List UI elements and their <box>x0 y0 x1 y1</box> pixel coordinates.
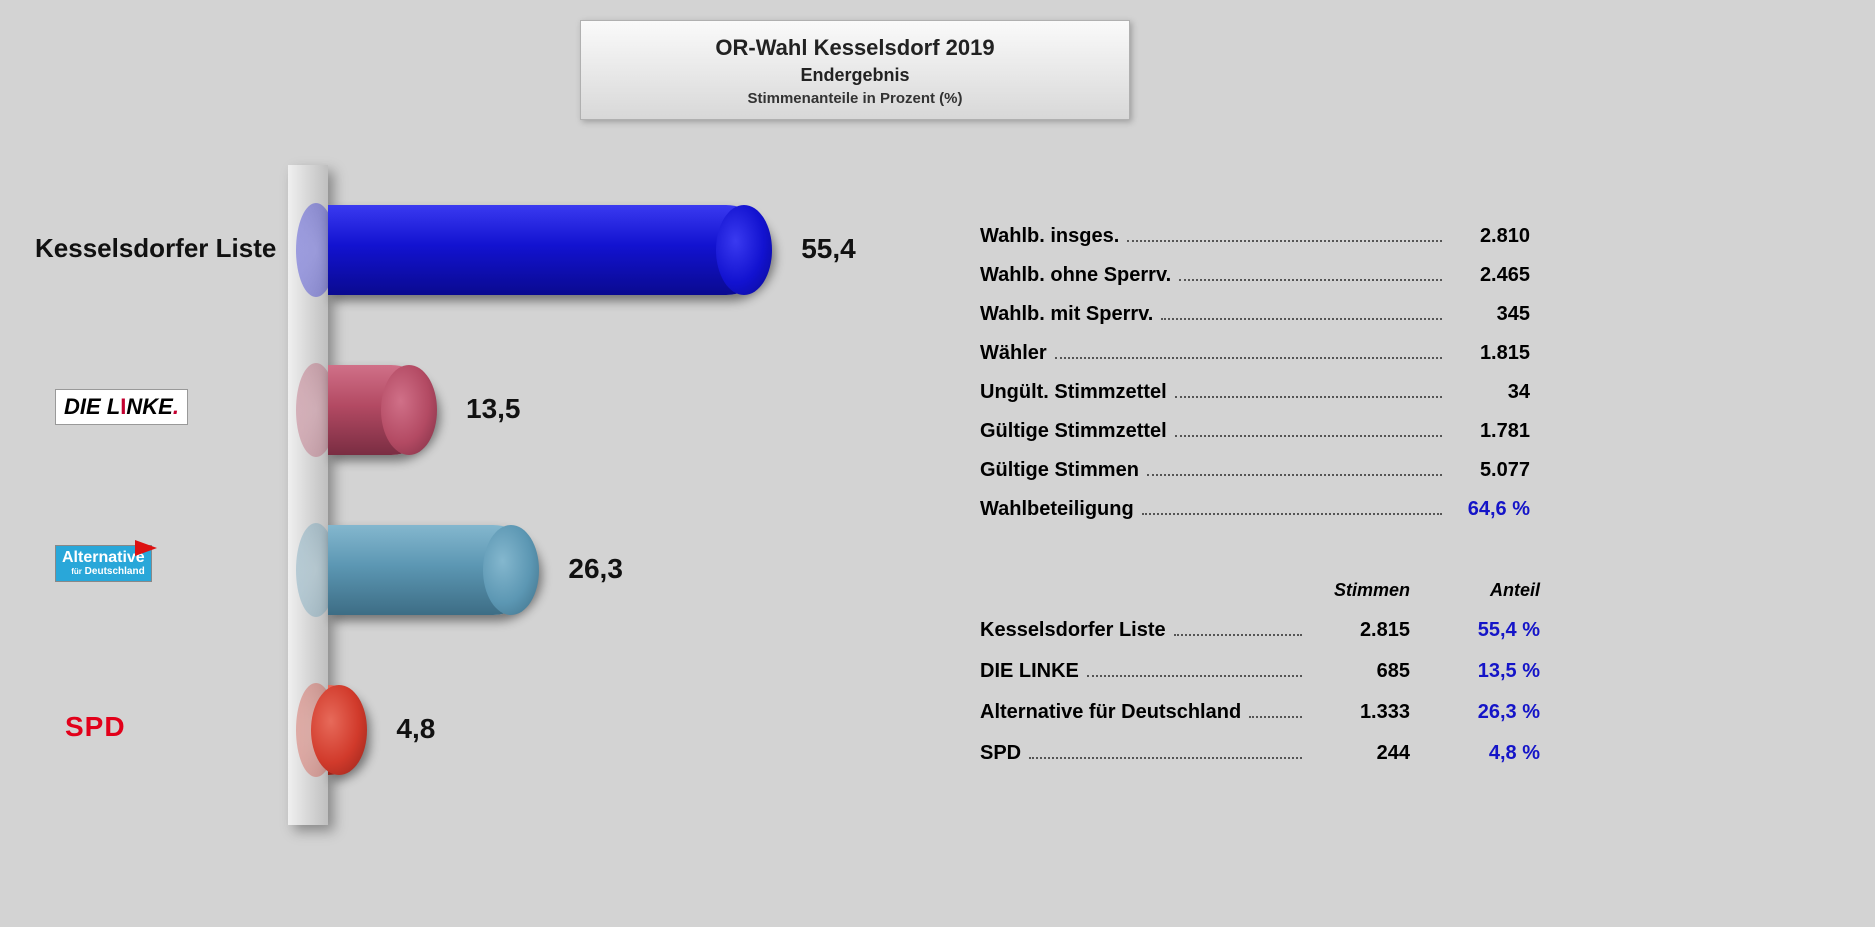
bar-body <box>328 685 366 775</box>
header-votes: Stimmen <box>1280 580 1410 601</box>
dotted-leader <box>1249 716 1302 718</box>
dotted-leader <box>1175 396 1442 398</box>
results-row: SPD 2444,8 % <box>980 742 1540 765</box>
stats-label: Wahlb. mit Sperrv. <box>980 303 1153 326</box>
result-share: 13,5 % <box>1410 660 1540 683</box>
stats-value: 2.465 <box>1450 264 1530 287</box>
dotted-leader <box>1179 279 1442 281</box>
stats-row: Wahlbeteiligung 64,6 % <box>980 498 1530 521</box>
stats-row: Wahlb. insges. 2.810 <box>980 225 1530 248</box>
result-votes: 1.333 <box>1310 701 1410 724</box>
stats-label: Wahlb. insges. <box>980 225 1119 248</box>
dotted-leader <box>1055 357 1442 359</box>
dotted-leader <box>1175 435 1442 437</box>
stats-label: Wähler <box>980 342 1047 365</box>
stats-label: Gültige Stimmzettel <box>980 420 1167 443</box>
stats-row: Ungült. Stimmzettel 34 <box>980 381 1530 404</box>
bar-end-cap <box>381 365 437 455</box>
bar-body <box>328 365 436 455</box>
bar-end-cap <box>716 205 772 295</box>
result-votes: 244 <box>1310 742 1410 765</box>
result-party: Kesselsdorfer Liste <box>980 619 1166 642</box>
bar-body <box>328 525 538 615</box>
bar-party-label: SPD <box>65 711 126 743</box>
results-row: DIE LINKE 68513,5 % <box>980 660 1540 683</box>
result-share: 4,8 % <box>1410 742 1540 765</box>
stats-value: 64,6 % <box>1450 498 1530 521</box>
bar-value-label: 26,3 <box>568 553 623 585</box>
title-line1: OR-Wahl Kesselsdorf 2019 <box>581 35 1129 61</box>
stats-label: Wahlbeteiligung <box>980 498 1134 521</box>
bar-party-label: Kesselsdorfer Liste <box>35 233 276 264</box>
bar-value-label: 4,8 <box>396 713 435 745</box>
stats-row: Wahlb. ohne Sperrv. 2.465 <box>980 264 1530 287</box>
bar-body <box>328 205 771 295</box>
stats-label: Ungült. Stimmzettel <box>980 381 1167 404</box>
title-line2: Endergebnis <box>581 65 1129 86</box>
dotted-leader <box>1029 757 1302 759</box>
results-table: Stimmen Anteil Kesselsdorfer Liste 2.8155… <box>980 580 1540 783</box>
stats-value: 2.810 <box>1450 225 1530 248</box>
dotted-leader <box>1127 240 1442 242</box>
result-votes: 685 <box>1310 660 1410 683</box>
result-share: 26,3 % <box>1410 701 1540 724</box>
bar-party-label: DIE LINKE. <box>55 389 188 425</box>
bar-party-label: Alternativefür Deutschland <box>55 545 152 582</box>
result-party: Alternative für Deutschland <box>980 701 1241 724</box>
bar <box>328 525 538 615</box>
result-party: DIE LINKE <box>980 660 1079 683</box>
header-share: Anteil <box>1410 580 1540 601</box>
result-votes: 2.815 <box>1310 619 1410 642</box>
results-row: Alternative für Deutschland 1.33326,3 % <box>980 701 1540 724</box>
result-share: 55,4 % <box>1410 619 1540 642</box>
bar <box>328 205 771 295</box>
stats-row: Gültige Stimmen 5.077 <box>980 459 1530 482</box>
stats-value: 1.815 <box>1450 342 1530 365</box>
dotted-leader <box>1142 513 1442 515</box>
result-party: SPD <box>980 742 1021 765</box>
title-line3: Stimmenanteile in Prozent (%) <box>581 90 1129 107</box>
bar-value-label: 13,5 <box>466 393 521 425</box>
stats-row: Wahlb. mit Sperrv. 345 <box>980 303 1530 326</box>
stats-value: 5.077 <box>1450 459 1530 482</box>
stats-label: Wahlb. ohne Sperrv. <box>980 264 1171 287</box>
stats-value: 345 <box>1450 303 1530 326</box>
title-panel: OR-Wahl Kesselsdorf 2019 Endergebnis Sti… <box>580 20 1130 120</box>
bar <box>328 685 366 775</box>
stats-label: Gültige Stimmen <box>980 459 1139 482</box>
stats-row: Gültige Stimmzettel 1.781 <box>980 420 1530 443</box>
results-row: Kesselsdorfer Liste 2.81555,4 % <box>980 619 1540 642</box>
dotted-leader <box>1147 474 1442 476</box>
bar-value-label: 55,4 <box>801 233 856 265</box>
dotted-leader <box>1087 675 1302 677</box>
dotted-leader <box>1161 318 1442 320</box>
results-header: Stimmen Anteil <box>980 580 1540 601</box>
stats-value: 34 <box>1450 381 1530 404</box>
bar-end-cap <box>311 685 367 775</box>
bar <box>328 365 436 455</box>
bar-end-cap <box>483 525 539 615</box>
stats-row: Wähler 1.815 <box>980 342 1530 365</box>
dotted-leader <box>1174 634 1302 636</box>
stats-value: 1.781 <box>1450 420 1530 443</box>
stats-list: Wahlb. insges. 2.810 Wahlb. ohne Sperrv. 2.… <box>980 225 1530 537</box>
